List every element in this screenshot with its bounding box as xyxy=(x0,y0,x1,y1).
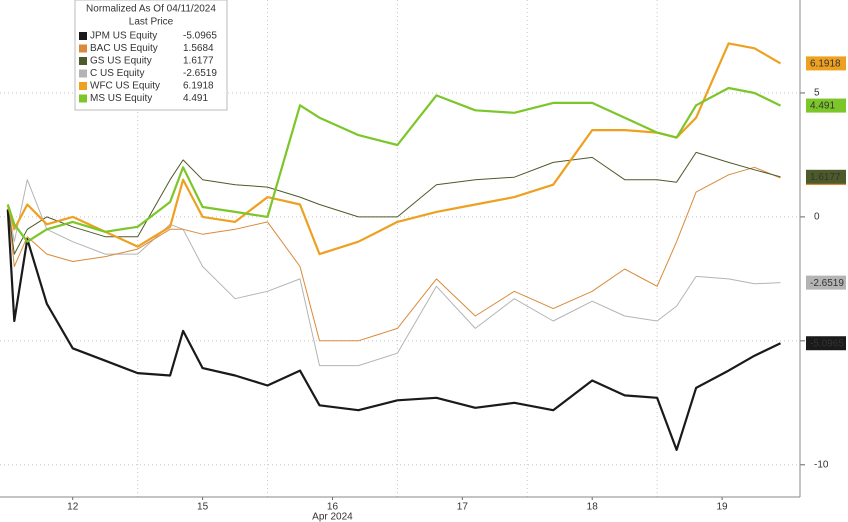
legend-swatch xyxy=(79,69,87,78)
x-tick-label: 15 xyxy=(197,502,209,513)
x-annotation: Apr 2024 xyxy=(312,512,353,522)
series-line xyxy=(7,166,781,342)
legend-value: 6.1918 xyxy=(183,81,214,92)
last-value-label: 1.6177 xyxy=(810,172,841,183)
legend-swatch xyxy=(79,82,87,90)
legend-swatch xyxy=(79,44,87,53)
legend-name: BAC US Equity xyxy=(90,43,158,54)
legend-name: MS US Equity xyxy=(90,93,152,104)
last-value-tag xyxy=(806,169,846,184)
y-tick-label: 0 xyxy=(814,212,820,223)
last-value-label: 6.1918 xyxy=(810,59,841,70)
legend-name: JPM US Equity xyxy=(90,31,157,42)
y-tick-label: -10 xyxy=(814,459,829,470)
series-line xyxy=(7,151,781,255)
legend-value: -5.0965 xyxy=(183,31,217,42)
legend-value: 4.491 xyxy=(183,93,208,104)
last-value-tag xyxy=(806,336,846,351)
legend-value: 1.5684 xyxy=(183,43,214,54)
legend-name: WFC US Equity xyxy=(90,81,160,92)
series-line xyxy=(6,209,781,451)
last-value-label: -5.0965 xyxy=(810,338,844,349)
legend-swatch xyxy=(79,94,87,103)
last-value-label: 4.491 xyxy=(810,101,835,112)
legend-box xyxy=(74,0,228,111)
legend-swatch xyxy=(79,57,87,65)
series-line xyxy=(6,86,781,243)
legend-value: -2.6519 xyxy=(183,68,217,79)
legend-subtitle: Last Price xyxy=(129,17,174,28)
last-value-tag xyxy=(806,275,846,290)
x-tick-label: 18 xyxy=(587,502,599,513)
legend-name: C US Equity xyxy=(90,68,144,79)
y-tick-label: 5 xyxy=(814,88,820,99)
x-tick-label: 12 xyxy=(67,502,79,513)
legend-name: GS US Equity xyxy=(90,56,152,67)
legend-title: Normalized As Of 04/11/2024 xyxy=(86,4,216,15)
legend-value: 1.6177 xyxy=(183,56,214,67)
legend-swatch xyxy=(79,32,87,40)
last-value-label: -2.6519 xyxy=(810,278,844,289)
x-tick-label: 19 xyxy=(717,502,729,513)
series-line xyxy=(7,179,781,367)
last-value-tag xyxy=(806,56,846,71)
x-tick-label: 17 xyxy=(457,502,469,513)
x-tick-label: 16 xyxy=(327,502,339,513)
last-value-tag xyxy=(806,98,846,113)
